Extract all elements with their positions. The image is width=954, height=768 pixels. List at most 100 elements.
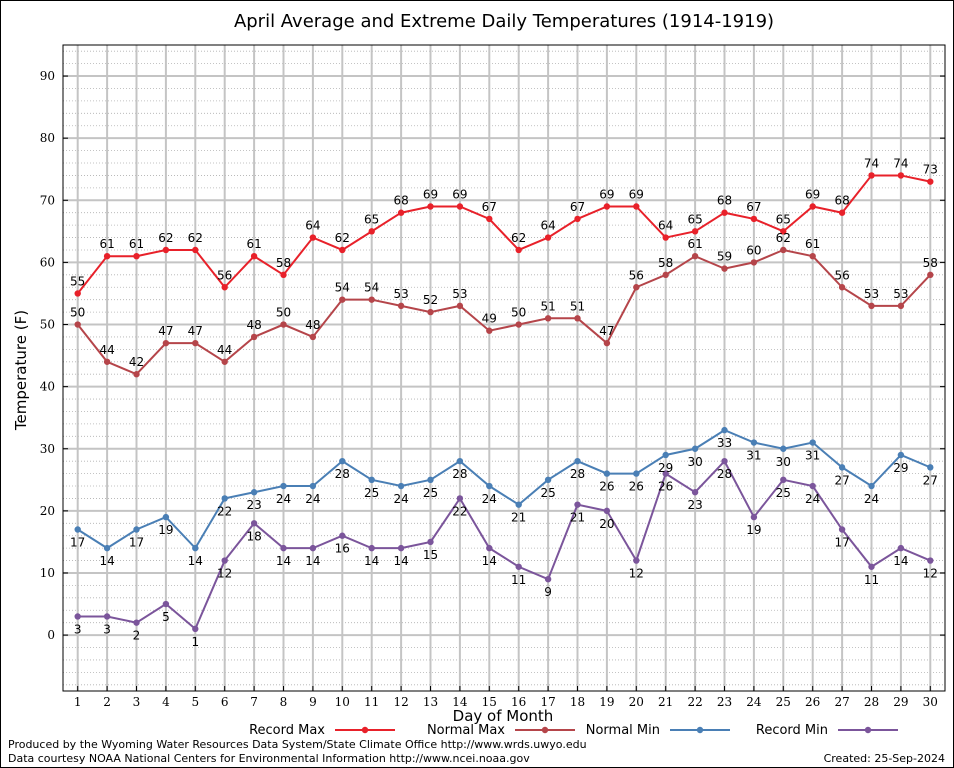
record-min-data-label: 14: [393, 554, 408, 568]
x-tick-label: 12: [393, 695, 408, 709]
x-tick-label: 16: [511, 695, 526, 709]
record-max-point: [868, 172, 875, 179]
normal-max-data-label: 50: [511, 306, 526, 320]
normal-min-point: [221, 495, 228, 502]
normal-min-data-label: 24: [864, 492, 879, 506]
record-max-point: [133, 252, 140, 260]
normal-max-data-label: 56: [629, 268, 644, 282]
record-min-line: [77, 459, 931, 631]
normal-max-point: [192, 339, 199, 347]
normal-min-point: [103, 544, 111, 552]
x-tick-label: 18: [570, 695, 585, 709]
record-max-point: [927, 178, 934, 185]
record-max-data-label: 62: [335, 231, 350, 245]
major-gridlines: [63, 45, 945, 691]
legend-marker-record-max: [361, 726, 369, 734]
record-min-point: [809, 482, 816, 490]
normal-min-data-label: 29: [658, 461, 673, 475]
record-min-data-label: 2: [133, 629, 141, 643]
record-max-point: [897, 172, 905, 179]
legend-marker-normal-min: [696, 726, 704, 734]
normal-max-data-label: 59: [717, 250, 732, 264]
record-max-point: [74, 290, 81, 297]
normal-max-data-label: 58: [923, 256, 938, 270]
record-min-data-label: 1: [191, 635, 199, 649]
record-min-data-label: 23: [687, 498, 702, 512]
normal-max-data-label: 47: [599, 324, 614, 338]
normal-max-data-label: 53: [893, 287, 908, 301]
x-tick-label: 20: [629, 695, 644, 709]
record-min-data-label: 14: [482, 554, 497, 568]
normal-max-point: [397, 302, 405, 310]
record-max-point: [750, 215, 758, 223]
record-max-data-label: 68: [393, 194, 408, 208]
normal-max-point: [133, 371, 140, 378]
record-max-data-label: 74: [864, 156, 879, 170]
x-tick-label: 3: [133, 695, 141, 709]
record-max-data-label: 69: [599, 188, 614, 202]
record-min-point: [309, 544, 317, 552]
record-min-point: [162, 600, 170, 608]
record-min-point: [192, 625, 199, 633]
normal-max-data-label: 56: [834, 268, 849, 282]
record-max-data-label: 58: [276, 256, 291, 270]
record-max-data-label: 61: [99, 237, 114, 251]
record-min-point: [544, 575, 552, 583]
record-min-data-label: 20: [599, 517, 614, 531]
normal-min-data-label: 30: [687, 455, 702, 469]
record-min-data-label: 12: [629, 567, 644, 581]
normal-max-point: [868, 302, 875, 310]
normal-min-point: [868, 482, 875, 490]
x-tick-label: 4: [162, 695, 170, 709]
normal-min-data-label: 17: [70, 536, 85, 550]
normal-min-data-label: 30: [776, 455, 791, 469]
record-max-data-label: 68: [717, 194, 732, 208]
x-tick-label: 7: [250, 695, 258, 709]
normal-max-point: [633, 284, 640, 291]
record-max-point: [456, 203, 464, 210]
record-max-data-label: 67: [746, 200, 761, 214]
record-max-point: [544, 234, 552, 241]
record-min-data-label: 9: [544, 585, 552, 599]
record-max-data-label: 56: [217, 268, 232, 282]
normal-max-point: [221, 358, 228, 365]
record-min-data-label: 17: [834, 536, 849, 550]
normal-min-data-label: 27: [923, 473, 938, 487]
record-max-point: [486, 215, 493, 223]
x-tick-label: 22: [687, 695, 702, 709]
normal-max-point: [309, 333, 317, 341]
x-tick-label: 9: [309, 695, 317, 709]
record-max-data-label: 67: [570, 200, 585, 214]
normal-max-point: [103, 358, 111, 365]
normal-min-data-label: 25: [540, 486, 555, 500]
chart-title: April Average and Extreme Daily Temperat…: [234, 11, 774, 32]
x-tick-label: 1: [74, 695, 82, 709]
x-tick-label: 25: [776, 695, 791, 709]
x-tick-label: 21: [658, 695, 673, 709]
normal-min-data-label: 24: [393, 492, 408, 506]
normal-max-point: [339, 296, 346, 303]
x-tick-label: 13: [423, 695, 438, 709]
record-min-point: [368, 544, 375, 552]
x-axis-label: Day of Month: [453, 707, 554, 725]
record-max-point: [427, 203, 434, 210]
record-min-point: [250, 520, 258, 527]
record-min-point: [927, 557, 934, 564]
record-min-data-label: 26: [658, 480, 673, 494]
normal-min-point: [662, 451, 669, 459]
normal-max-data-label: 51: [570, 299, 585, 313]
normal-min-point: [750, 439, 758, 446]
record-min-point: [74, 613, 81, 620]
normal-max-data-label: 47: [188, 324, 203, 338]
record-min-point: [574, 501, 581, 508]
normal-min-data-label: 25: [364, 486, 379, 500]
normal-min-data-label: 21: [511, 511, 526, 525]
normal-min-data-label: 22: [217, 504, 232, 518]
normal-max-point: [897, 302, 905, 310]
y-tick-label: 10: [40, 566, 55, 580]
record-max-data-label: 69: [629, 188, 644, 202]
x-tick-label: 14: [452, 695, 468, 709]
normal-max-point: [74, 321, 81, 328]
record-max-point: [368, 228, 375, 235]
